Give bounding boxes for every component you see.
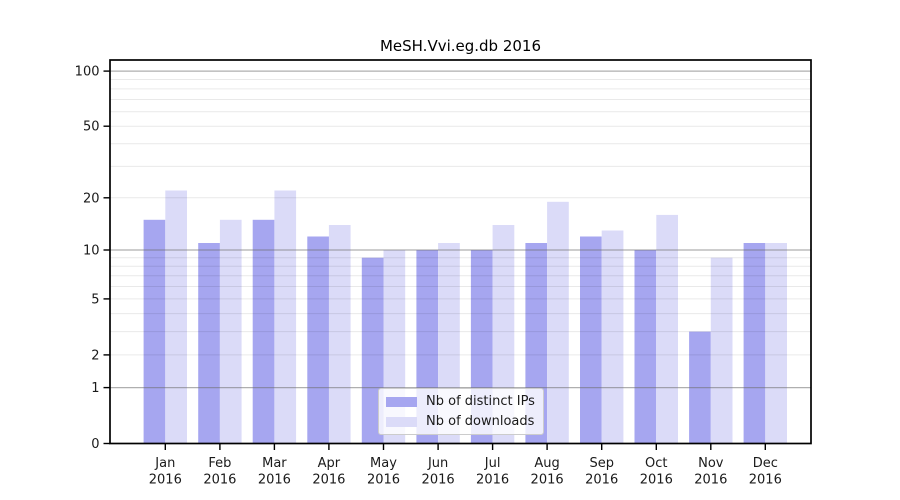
legend-swatch-distinct-ips <box>386 396 417 407</box>
x-tick-label-month: Aug <box>534 456 559 471</box>
x-tick-label-year: 2016 <box>585 473 618 488</box>
x-tick-label-year: 2016 <box>149 473 182 488</box>
x-tick-label-month: Jun <box>427 456 448 471</box>
y-tick-label: 5 <box>91 292 99 307</box>
x-tick-label-month: Dec <box>753 456 778 471</box>
x-tick-label-month: Mar <box>262 456 287 471</box>
bar-distinct-ips-feb <box>198 243 220 444</box>
bar-downloads-sep <box>601 230 624 444</box>
x-tick-label-year: 2016 <box>422 473 455 488</box>
y-tick-label: 1 <box>91 381 99 396</box>
axes-frame <box>109 59 812 445</box>
bar-downloads-nov <box>710 257 733 444</box>
bar-downloads-jan <box>165 190 187 444</box>
x-tick-label-month: Sep <box>589 456 614 471</box>
x-tick-label-month: May <box>370 456 397 471</box>
y-tick-label: 0 <box>91 437 99 452</box>
x-tick-label-month: Apr <box>318 456 341 471</box>
x-tick-label-month: Jul <box>484 456 501 471</box>
legend-label-distinct-ips: Nb of distinct IPs <box>426 394 535 409</box>
bar-downloads-oct <box>656 214 678 444</box>
x-axis: Jan 2016 Feb 2016 Mar 2016 Apr 2016 May 2016 Jun 20… <box>149 443 782 488</box>
legend-item-downloads: Nb of downloads <box>386 414 543 429</box>
x-tick-label-year: 2016 <box>640 473 673 488</box>
legend: Nb of distinct IPs Nb of downloads <box>378 388 544 435</box>
bar-downloads-dec <box>765 243 787 444</box>
legend-item-distinct-ips: Nb of distinct IPs <box>386 394 543 409</box>
bar-distinct-ips-apr <box>307 236 329 444</box>
x-tick-label-month: Oct <box>645 456 667 471</box>
bar-distinct-ips-dec <box>743 243 766 444</box>
x-tick-label-year: 2016 <box>476 473 509 488</box>
y-axis: 0 1 2 5 10 20 50 100 <box>75 65 110 452</box>
bar-downloads-mar <box>274 190 297 444</box>
x-tick-label-year: 2016 <box>203 473 236 488</box>
y-tick-label: 20 <box>83 191 100 206</box>
y-tick-label: 2 <box>91 348 99 363</box>
bar-distinct-ips-sep <box>580 236 602 444</box>
y-tick-label: 50 <box>83 120 100 135</box>
x-tick-label-year: 2016 <box>312 473 345 488</box>
bar-distinct-ips-oct <box>634 250 657 444</box>
legend-swatch-downloads <box>386 416 417 427</box>
bar-downloads-aug <box>547 201 569 444</box>
x-tick-label-year: 2016 <box>531 473 564 488</box>
x-tick-label-month: Jan <box>154 456 175 471</box>
y-tick-label: 10 <box>83 244 100 259</box>
y-tick-label: 100 <box>75 65 100 80</box>
legend-label-downloads: Nb of downloads <box>426 414 535 429</box>
x-tick-label-year: 2016 <box>367 473 400 488</box>
x-tick-label-year: 2016 <box>694 473 727 488</box>
chart-title: MeSH.Vvi.eg.db 2016 <box>379 37 542 55</box>
x-tick-label-year: 2016 <box>258 473 291 488</box>
bar-downloads-apr <box>328 225 351 444</box>
gridlines <box>110 70 811 389</box>
x-tick-label-month: Nov <box>698 456 724 471</box>
x-tick-label-month: Feb <box>208 456 231 471</box>
x-tick-label-year: 2016 <box>749 473 782 488</box>
